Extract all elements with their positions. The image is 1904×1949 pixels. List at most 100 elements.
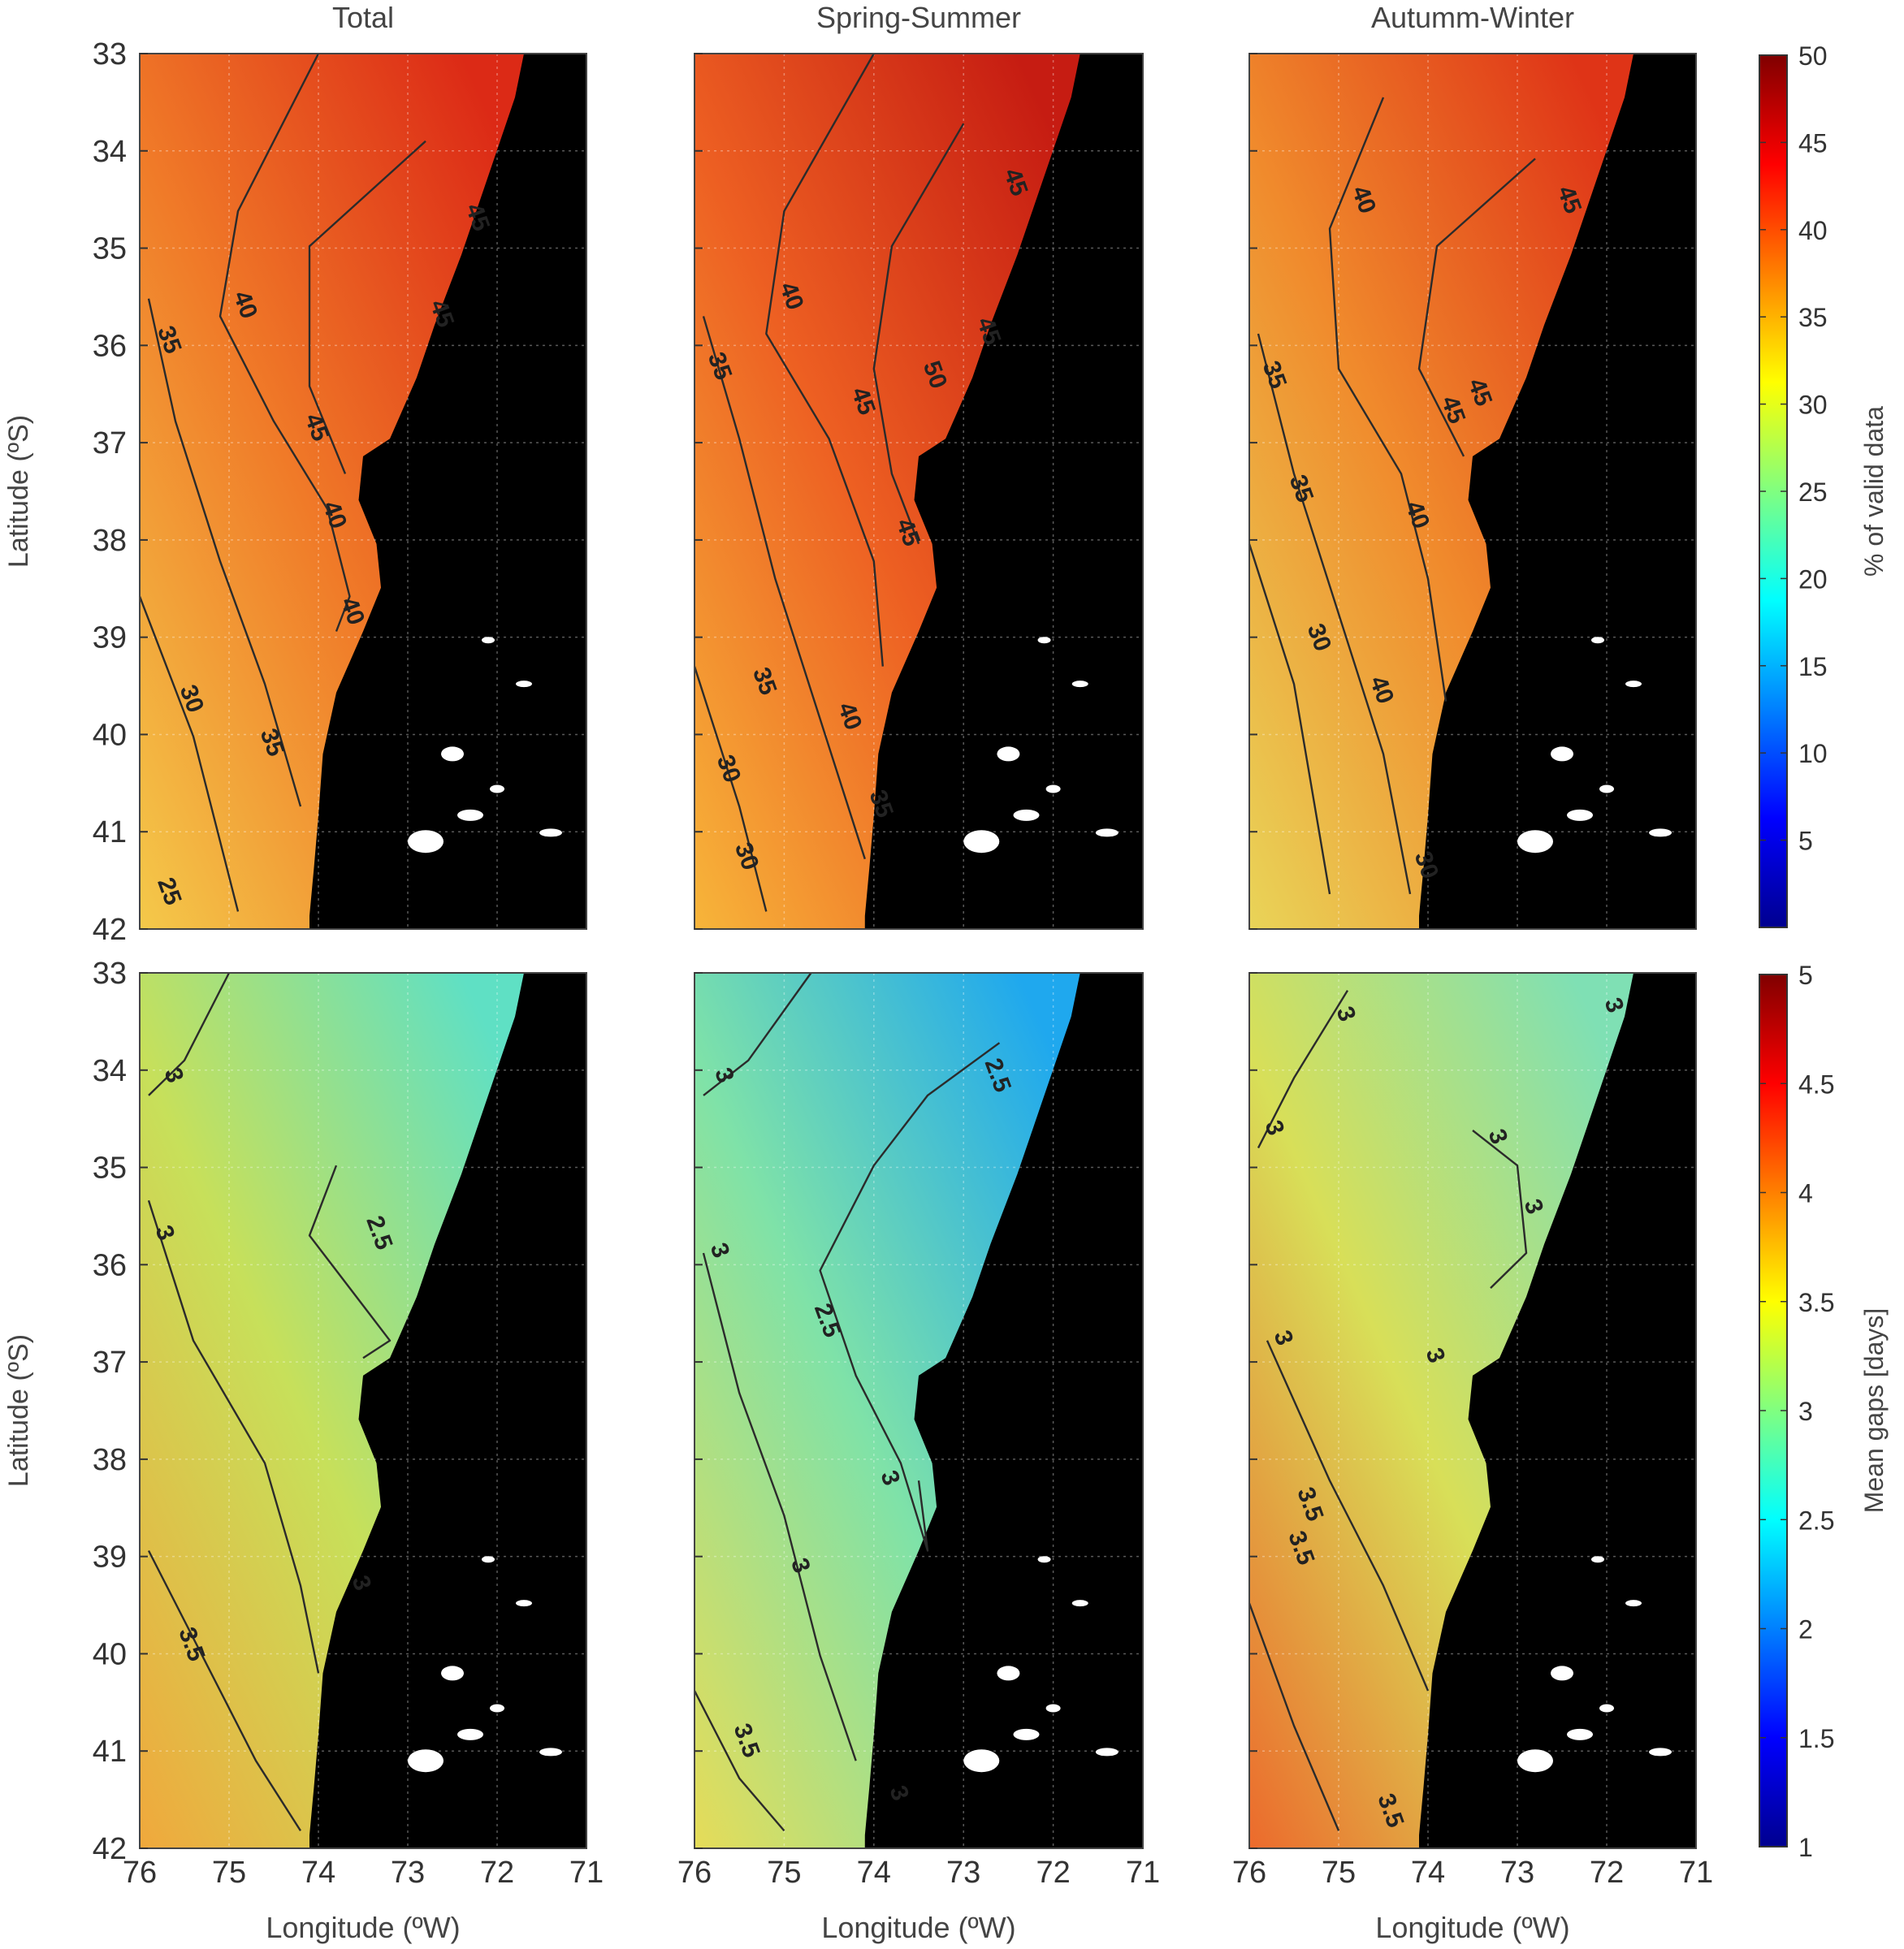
island [482,1556,495,1563]
colorbar-tick-label: 1.5 [1798,1724,1834,1753]
land-mask [309,973,586,1848]
colorbar-tick-label: 40 [1798,216,1828,245]
island [408,830,444,853]
x-axis-label: Longitude (ºW) [821,1911,1015,1944]
island [539,1748,562,1757]
contour-line [693,666,768,912]
island [1625,1600,1642,1607]
lon-tick-label: 71 [1679,1856,1713,1890]
land-mask [1419,973,1696,1848]
contour-line [702,316,866,860]
island [1095,828,1119,837]
lon-tick-label: 74 [301,1856,335,1890]
lon-tick-label: 72 [480,1856,514,1890]
colorbar-label: Mean gaps [days] [1859,1308,1889,1514]
island [539,828,562,837]
lat-tick-label: 33 [93,37,127,71]
lat-tick-label: 39 [93,621,127,655]
contour-line [1257,989,1349,1149]
island [1649,828,1672,837]
lat-tick-label: 38 [93,1443,127,1477]
contour-line [1266,1340,1430,1692]
colorbar-tick-label: 35 [1798,303,1828,332]
lat-tick-label: 35 [93,1152,127,1186]
contour-line [872,123,965,545]
colorbar-tick-label: 2.5 [1798,1506,1834,1535]
lat-tick-label: 35 [93,232,127,266]
island [1037,637,1051,644]
contour-line [219,53,351,632]
island [1013,1728,1040,1740]
contour-line [819,1042,1001,1552]
island [1599,1704,1614,1713]
lat-tick-label: 38 [93,524,127,558]
colorbar-tick-label: 1 [1798,1833,1813,1862]
lon-tick-label: 76 [1232,1856,1266,1890]
lat-tick-label: 42 [93,1832,127,1866]
lon-tick-label: 75 [212,1856,246,1890]
island [516,681,532,688]
colorbar-tick-label: 3.5 [1798,1288,1834,1317]
contour-line [693,1690,785,1832]
panel-frame [139,972,587,1849]
island [1625,681,1642,688]
lon-tick-label: 71 [1126,1856,1160,1890]
island [1649,1748,1672,1757]
island [963,1749,1000,1773]
lon-tick-label: 76 [677,1856,712,1890]
island [482,637,495,644]
contour-line [308,1165,392,1359]
contour-line [703,972,812,1096]
lat-tick-label: 33 [93,957,127,991]
island [1071,681,1088,688]
panel-frame [1248,972,1697,1849]
contour-line [702,1252,857,1761]
lon-tick-label: 72 [1590,1856,1624,1890]
lat-tick-label: 41 [93,1735,127,1769]
colorbar-tick-label: 3 [1798,1397,1813,1426]
contour-line [1328,97,1447,702]
column-title: Total [332,1,394,34]
island [1037,1556,1051,1563]
island [457,809,483,821]
lat-tick-label: 40 [93,718,127,752]
y-axis-label: Latitude (ºS) [3,415,34,568]
island [490,784,504,793]
island [1567,1728,1593,1740]
island [1591,1556,1604,1563]
lon-tick-label: 73 [1500,1856,1534,1890]
contour-line [147,1199,320,1674]
island [1045,784,1061,793]
y-axis-label: Latitude (ºS) [3,1334,34,1487]
island [1567,809,1593,821]
island [997,746,1020,762]
lat-tick-label: 36 [93,1248,127,1282]
land-mask [864,54,1143,929]
island [516,1600,532,1607]
colorbar-tick-label: 5 [1798,961,1813,990]
island [441,1666,464,1681]
lon-tick-label: 73 [946,1856,980,1890]
contour-line [1257,333,1412,895]
lon-tick-label: 76 [123,1856,157,1890]
contour-line [1248,543,1331,895]
contour-line [308,140,426,474]
colorbar-tick-label: 4 [1798,1179,1813,1208]
lat-tick-label: 37 [93,426,127,460]
colorbar-tick-label: 25 [1798,478,1828,507]
lat-tick-label: 37 [93,1346,127,1380]
island [997,1666,1020,1681]
contour-line [1248,1602,1340,1831]
island [1013,809,1040,821]
island [457,1728,483,1740]
lon-tick-label: 74 [857,1856,891,1890]
colorbar-tick-label: 5 [1798,827,1813,856]
lat-tick-label: 36 [93,329,127,363]
colorbar-label: % of valid data [1859,406,1889,577]
colorbar-tick-label: 20 [1798,564,1828,594]
